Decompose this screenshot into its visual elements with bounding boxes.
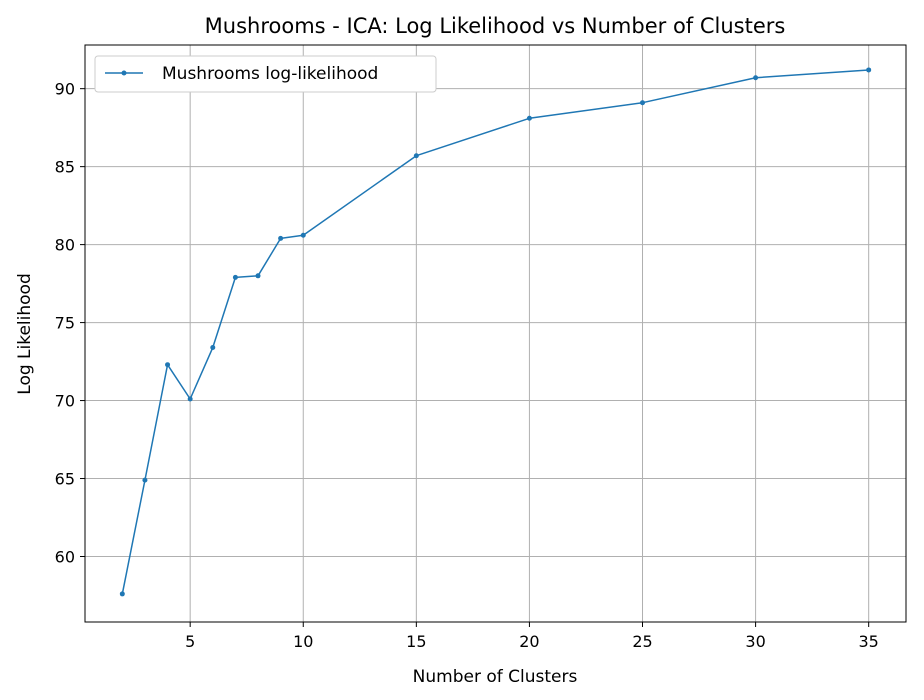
grid-lines: [85, 45, 906, 622]
series-line: [121, 69, 869, 595]
data-point: [300, 232, 306, 238]
y-tick-label: 85: [55, 158, 75, 177]
x-tick-label: 20: [519, 632, 539, 651]
data-point: [866, 67, 872, 73]
y-tick-label: 75: [55, 314, 75, 333]
x-axis-ticks: 5 10 15 20 25 30 35: [185, 622, 879, 651]
data-point: [232, 274, 238, 280]
y-tick-label: 60: [55, 548, 75, 567]
data-point: [119, 591, 125, 597]
x-tick-label: 30: [745, 632, 765, 651]
data-point: [278, 235, 284, 241]
legend-label: Mushrooms log-likelihood: [162, 64, 378, 84]
data-point: [210, 345, 216, 351]
plot-area-frame: [84, 44, 907, 623]
data-point: [187, 396, 193, 402]
y-tick-label: 80: [55, 236, 75, 255]
x-tick-label: 15: [406, 632, 426, 651]
y-tick-label: 65: [55, 470, 75, 489]
data-point: [413, 153, 419, 159]
data-point: [165, 362, 171, 368]
chart-title: Mushrooms - ICA: Log Likelihood vs Numbe…: [205, 14, 786, 38]
data-series: [119, 67, 872, 597]
legend: Mushrooms log-likelihood: [94, 55, 437, 93]
y-tick-label: 70: [55, 392, 75, 411]
data-point: [526, 115, 532, 121]
y-axis-ticks: 60 65 70 75 80 85 90: [55, 80, 85, 567]
data-point: [142, 477, 148, 483]
y-tick-label: 90: [55, 80, 75, 99]
x-tick-label: 10: [293, 632, 313, 651]
legend-frame: [94, 55, 437, 93]
data-point: [255, 273, 261, 279]
x-tick-label: 25: [632, 632, 652, 651]
data-point: [640, 100, 646, 106]
data-point: [753, 75, 759, 81]
legend-marker-swatch: [121, 70, 127, 76]
x-tick-label: 35: [859, 632, 879, 651]
y-axis-label: Log Likelihood: [15, 273, 35, 394]
x-axis-label: Number of Clusters: [413, 667, 578, 687]
x-tick-label: 5: [185, 632, 195, 651]
